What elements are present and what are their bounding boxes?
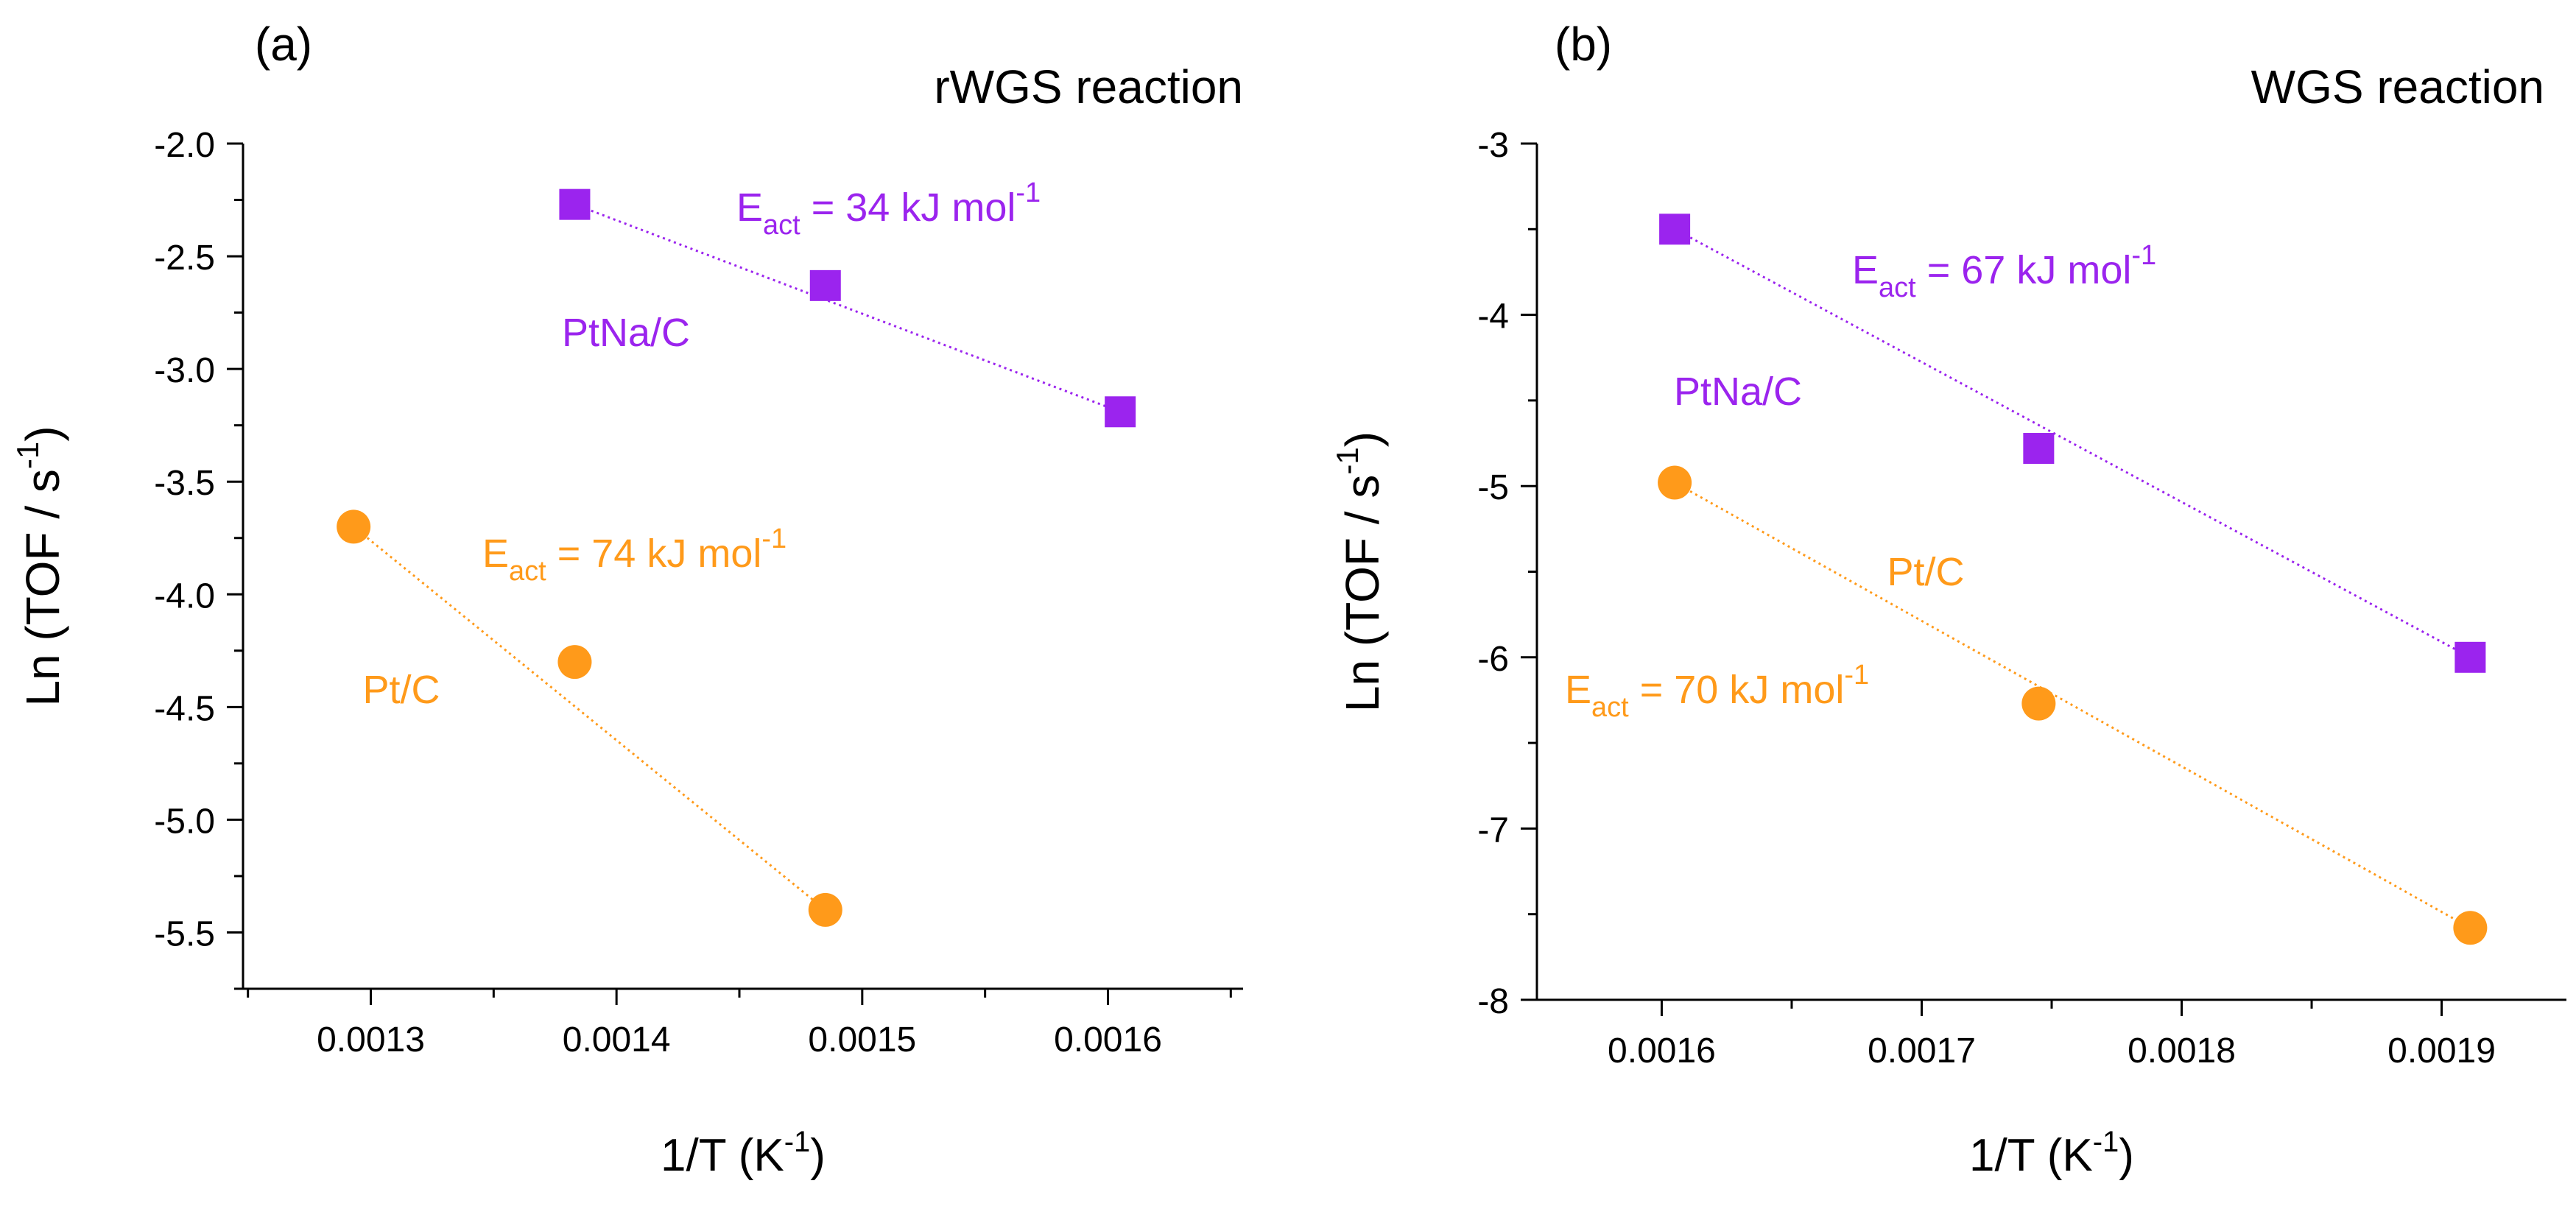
y-axis-label-main: Ln (TOF / s [16,469,69,706]
y-axis-label: Ln (TOF / s-1) [1330,431,1389,712]
x-axis-label-sup: -1 [2093,1126,2119,1158]
y-tick-label: -5.0 [154,802,215,841]
fit-line [1674,227,2471,659]
ea-value: = 67 kJ mol [1916,248,2132,292]
activation-energy-label: Eact = 34 kJ mol-1 [736,177,1041,241]
ea-superscript: -1 [761,523,786,554]
x-tick-label: 0.0017 [1868,1031,1976,1070]
ea-prefix: E [1852,248,1879,292]
series-ptc: Pt/C Eact = 70 kJ mol-1 [1565,465,2488,945]
y-tick-label: -8 [1477,982,1509,1021]
data-point [1659,214,1691,245]
series-label: Pt/C [362,668,440,712]
y-tick-label: -3.5 [154,464,215,503]
series-label: PtNa/C [1674,370,1802,414]
activation-energy-label: Eact = 70 kJ mol-1 [1565,660,1869,723]
y-axis-label-sup: -1 [10,442,45,469]
x-tick-label: 0.0018 [2128,1031,2236,1070]
y-axis-label-end: ) [16,426,69,441]
ea-prefix: E [482,532,509,576]
data-point [337,509,371,544]
y-tick-label: -6 [1477,640,1509,679]
x-tick-label: 0.0014 [563,1020,671,1059]
ea-subscript: act [1879,272,1916,303]
x-axis-label-main: 1/T (K [661,1130,784,1181]
x-tick-label: 0.0019 [2387,1031,2496,1070]
y-tick-label: -2.0 [154,126,215,165]
ea-superscript: -1 [2131,240,2156,271]
data-point [1658,465,1692,500]
ea-subscript: act [763,210,800,241]
series-ptc: Pt/C Eact = 74 kJ mol-1 [337,509,842,927]
data-point [559,188,591,220]
ea-prefix: E [736,186,763,230]
y-tick-label: -2.5 [154,239,215,278]
ea-superscript: -1 [1016,177,1041,208]
x-axis-label: 1/T (K-1) [1969,1126,2134,1181]
x-tick-label: 0.0015 [808,1020,916,1059]
fit-line [574,203,1121,413]
y-tick-label: -3.0 [154,351,215,390]
x-axis-label-end: ) [810,1130,826,1181]
activation-energy-label: Eact = 74 kJ mol-1 [482,523,786,587]
y-axis-label-end: ) [1336,431,1389,447]
data-point [808,892,842,927]
activation-energy-label: Eact = 67 kJ mol-1 [1852,240,2156,303]
data-point [1105,396,1136,428]
y-axis-label-main: Ln (TOF / s [1336,475,1389,712]
y-tick-label: -4 [1477,297,1509,336]
ea-subscript: act [1591,692,1629,723]
y-tick-label: -3 [1477,126,1509,165]
panel-b: -3 -4 -5 -6 -7 -8 0.0016 0.0017 0.0018 0.0019 (b) W… [1330,18,2566,1181]
ea-prefix: E [1565,668,1591,712]
panel-a: -2.0 -2.5 -3.0 -3.5 -4.0 -4.5 -5.0 -5.5 0.0013 0.… [10,18,1243,1181]
panel-label: (a) [255,18,312,71]
ea-superscript: -1 [1844,660,1869,691]
ea-value: = 70 kJ mol [1629,668,1845,712]
y-axis-label: Ln (TOF / s-1) [10,426,69,706]
x-axis-label-sup: -1 [784,1126,811,1158]
x-axis-label-end: ) [2119,1130,2134,1181]
chart-title: rWGS reaction [934,60,1243,113]
y-tick-label: -7 [1477,811,1509,850]
data-point [809,269,841,301]
y-tick-label: -5 [1477,468,1509,507]
chart-title: WGS reaction [2251,60,2544,113]
panel-label: (b) [1555,18,1612,71]
y-tick-label: -4.0 [154,576,215,615]
y-tick-label: -5.5 [154,914,215,953]
series-label: Pt/C [1887,550,1964,594]
x-axis-label: 1/T (K-1) [661,1126,826,1181]
x-tick-label: 0.0013 [317,1020,425,1059]
data-point [557,645,592,680]
ea-value: = 74 kJ mol [546,532,762,576]
data-point [2023,433,2055,465]
ea-value: = 34 kJ mol [800,186,1016,230]
data-point [2453,911,2488,945]
x-tick-label: 0.0016 [1608,1031,1716,1070]
y-tick-label: -4.5 [154,689,215,728]
y-axis-label-sup: -1 [1330,447,1365,474]
x-axis-label-main: 1/T (K [1969,1130,2093,1181]
series-ptnac: PtNa/C Eact = 67 kJ mol-1 [1659,214,2486,673]
data-point [2021,686,2056,721]
ea-subscript: act [509,556,546,587]
data-point [2454,641,2486,673]
fit-line [353,526,826,911]
x-tick-label: 0.0016 [1054,1020,1162,1059]
series-label: PtNa/C [562,311,690,355]
series-ptnac: PtNa/C Eact = 34 kJ mol-1 [559,177,1136,428]
